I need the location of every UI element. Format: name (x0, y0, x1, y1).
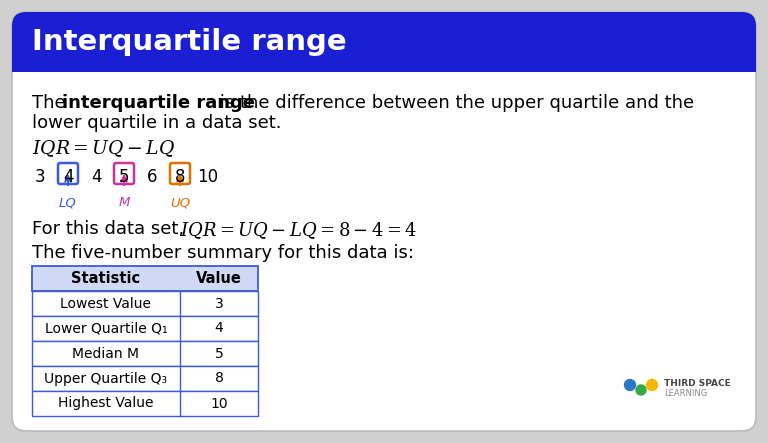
Circle shape (624, 380, 635, 390)
Text: Lowest Value: Lowest Value (61, 296, 151, 311)
Text: 8: 8 (175, 168, 185, 186)
Bar (12, 58, 756, 72)
Bar (32, 391, 258, 416)
Bar (32, 341, 258, 366)
Text: $IQR = UQ - LQ = 8 - 4 = 4$: $IQR = UQ - LQ = 8 - 4 = 4$ (180, 220, 417, 241)
Text: Value: Value (196, 271, 242, 286)
Text: 10: 10 (197, 168, 219, 186)
Text: 10: 10 (210, 396, 228, 411)
Bar (32, 316, 258, 341)
Text: is the difference between the upper quartile and the: is the difference between the upper quar… (214, 94, 694, 112)
Text: 4: 4 (63, 168, 73, 186)
Text: LEARNING: LEARNING (664, 389, 707, 397)
Text: 3: 3 (214, 296, 223, 311)
Text: Statistic: Statistic (71, 271, 141, 286)
Text: UQ: UQ (170, 196, 190, 209)
Bar (32, 366, 258, 391)
FancyBboxPatch shape (114, 163, 134, 184)
Text: 8: 8 (214, 372, 223, 385)
FancyBboxPatch shape (58, 163, 78, 184)
FancyBboxPatch shape (170, 163, 190, 184)
Text: Lower Quartile Q₁: Lower Quartile Q₁ (45, 322, 167, 335)
Text: Interquartile range: Interquartile range (32, 28, 346, 56)
Text: Upper Quartile Q₃: Upper Quartile Q₃ (45, 372, 167, 385)
Text: 6: 6 (147, 168, 157, 186)
Text: M: M (118, 196, 130, 209)
Text: Highest Value: Highest Value (58, 396, 154, 411)
Bar (32, 266, 258, 291)
Circle shape (647, 380, 657, 390)
Text: The five-number summary for this data is:: The five-number summary for this data is… (32, 244, 414, 262)
Circle shape (636, 385, 646, 395)
Text: 5: 5 (119, 168, 129, 186)
Text: interquartile range: interquartile range (62, 94, 255, 112)
FancyBboxPatch shape (12, 12, 756, 431)
FancyBboxPatch shape (12, 12, 756, 72)
Text: 3: 3 (35, 168, 45, 186)
Text: The: The (32, 94, 71, 112)
Text: LQ: LQ (59, 196, 77, 209)
Text: For this data set,: For this data set, (32, 220, 190, 238)
Bar (32, 291, 258, 316)
Text: 4: 4 (91, 168, 101, 186)
Text: THIRD SPACE: THIRD SPACE (664, 380, 730, 389)
Text: 4: 4 (214, 322, 223, 335)
Text: lower quartile in a data set.: lower quartile in a data set. (32, 114, 282, 132)
Text: $IQR = UQ - LQ$: $IQR = UQ - LQ$ (32, 138, 175, 159)
Text: Median M: Median M (72, 346, 140, 361)
Text: 5: 5 (214, 346, 223, 361)
